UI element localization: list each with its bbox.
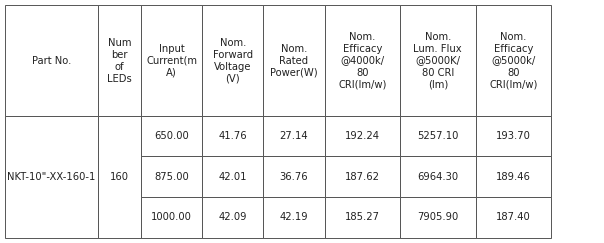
- Text: 42.09: 42.09: [219, 212, 247, 222]
- FancyBboxPatch shape: [141, 116, 202, 156]
- Text: Num
ber
of
LEDs: Num ber of LEDs: [107, 37, 132, 84]
- Text: 42.19: 42.19: [280, 212, 308, 222]
- FancyBboxPatch shape: [475, 116, 551, 156]
- FancyBboxPatch shape: [263, 5, 324, 116]
- Text: 5257.10: 5257.10: [417, 131, 458, 141]
- FancyBboxPatch shape: [202, 116, 263, 156]
- Text: 650.00: 650.00: [154, 131, 189, 141]
- FancyBboxPatch shape: [400, 5, 475, 116]
- FancyBboxPatch shape: [5, 116, 98, 238]
- Text: Nom.
Rated
Power(W): Nom. Rated Power(W): [270, 43, 318, 78]
- Text: 189.46: 189.46: [496, 172, 531, 182]
- Text: 193.70: 193.70: [496, 131, 531, 141]
- FancyBboxPatch shape: [202, 5, 263, 116]
- FancyBboxPatch shape: [324, 156, 400, 197]
- FancyBboxPatch shape: [263, 156, 324, 197]
- Text: Part No.: Part No.: [32, 55, 71, 66]
- FancyBboxPatch shape: [400, 156, 475, 197]
- Text: 875.00: 875.00: [154, 172, 189, 182]
- Text: 187.40: 187.40: [496, 212, 531, 222]
- FancyBboxPatch shape: [475, 197, 551, 238]
- FancyBboxPatch shape: [475, 156, 551, 197]
- FancyBboxPatch shape: [141, 156, 202, 197]
- FancyBboxPatch shape: [400, 116, 475, 156]
- Text: 36.76: 36.76: [280, 172, 308, 182]
- Text: 6964.30: 6964.30: [417, 172, 458, 182]
- FancyBboxPatch shape: [324, 5, 400, 116]
- Text: 27.14: 27.14: [280, 131, 308, 141]
- FancyBboxPatch shape: [324, 197, 400, 238]
- FancyBboxPatch shape: [475, 5, 551, 116]
- FancyBboxPatch shape: [324, 116, 400, 156]
- Text: 7905.90: 7905.90: [417, 212, 458, 222]
- Text: Nom.
Efficacy
@5000k/
80
CRI(lm/w): Nom. Efficacy @5000k/ 80 CRI(lm/w): [489, 32, 538, 89]
- Text: 187.62: 187.62: [345, 172, 380, 182]
- Text: 42.01: 42.01: [219, 172, 247, 182]
- Text: Nom.
Efficacy
@4000k/
80
CRI(lm/w): Nom. Efficacy @4000k/ 80 CRI(lm/w): [338, 32, 387, 89]
- FancyBboxPatch shape: [202, 156, 263, 197]
- Text: 160: 160: [110, 172, 129, 182]
- FancyBboxPatch shape: [263, 116, 324, 156]
- Text: NKT-10"-XX-160-1: NKT-10"-XX-160-1: [7, 172, 95, 182]
- Text: Nom.
Lum. Flux
@5000K/
80 CRI
(lm): Nom. Lum. Flux @5000K/ 80 CRI (lm): [414, 32, 462, 89]
- Text: Nom.
Forward
Voltage
(V): Nom. Forward Voltage (V): [213, 37, 253, 84]
- FancyBboxPatch shape: [202, 197, 263, 238]
- Text: 192.24: 192.24: [345, 131, 380, 141]
- FancyBboxPatch shape: [5, 5, 98, 116]
- Text: 1000.00: 1000.00: [151, 212, 192, 222]
- FancyBboxPatch shape: [141, 197, 202, 238]
- FancyBboxPatch shape: [141, 5, 202, 116]
- FancyBboxPatch shape: [400, 197, 475, 238]
- FancyBboxPatch shape: [98, 116, 141, 238]
- Text: Input
Current(m
A): Input Current(m A): [146, 43, 197, 78]
- Text: 41.76: 41.76: [219, 131, 247, 141]
- Text: 185.27: 185.27: [345, 212, 380, 222]
- FancyBboxPatch shape: [263, 197, 324, 238]
- FancyBboxPatch shape: [98, 5, 141, 116]
